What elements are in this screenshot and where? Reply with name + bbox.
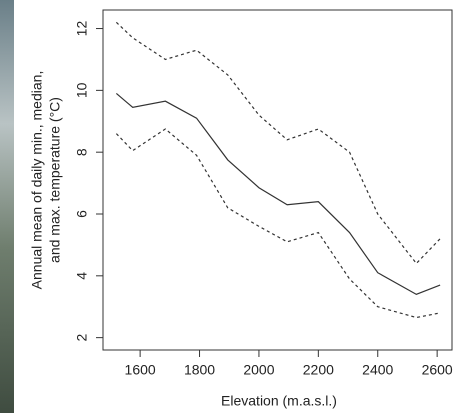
x-tick-label: 1600 (125, 362, 156, 378)
x-tick-label: 1800 (184, 362, 215, 378)
x-tick-label: 2000 (243, 362, 274, 378)
plot-frame (102, 9, 453, 351)
x-axis-label: Elevation (m.a.s.l.) (221, 393, 337, 409)
background-photo-strip (0, 0, 14, 413)
series-line (115, 92, 441, 296)
x-tick-label: 2400 (362, 362, 393, 378)
series-line (115, 21, 441, 265)
y-axis-label: and max. temperature (°C) (47, 97, 63, 263)
y-tick-label: 12 (74, 21, 90, 37)
x-tick-label: 2200 (303, 362, 334, 378)
x-tick-label: 2600 (422, 362, 453, 378)
y-tick-label: 4 (74, 272, 90, 280)
y-tick-label: 10 (74, 82, 90, 98)
y-tick-label: 8 (74, 148, 90, 156)
series-line (115, 128, 441, 319)
y-tick-label: 2 (74, 334, 90, 342)
y-tick-label: 6 (74, 210, 90, 218)
y-axis-label: Annual mean of daily min., median, (29, 71, 45, 290)
